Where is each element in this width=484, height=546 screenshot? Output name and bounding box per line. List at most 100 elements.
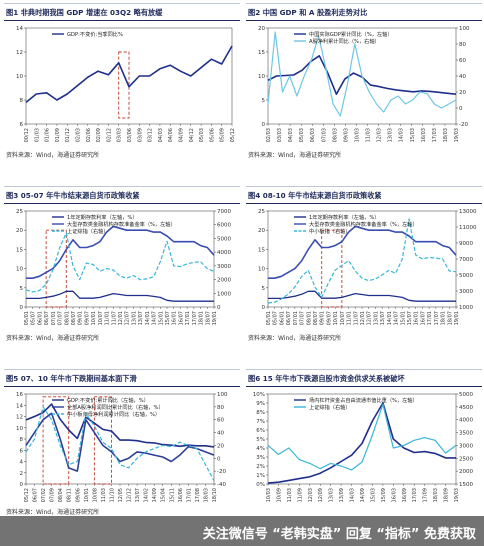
x-axis-tick-label: 08/04	[58, 488, 64, 502]
panel-1-title-rule	[4, 20, 240, 21]
left-axis-tick-label: 8	[20, 98, 24, 104]
x-axis-tick-label: 02/03	[76, 128, 82, 142]
x-axis-tick-label: 18/03	[203, 488, 209, 502]
x-axis-tick-label: 07/07	[58, 311, 64, 325]
watermark-text: 关注微信号 “老韩实盘” 回复 “指标” 免费获取	[202, 527, 476, 542]
x-axis-tick-label: 08/03	[332, 128, 338, 142]
x-axis-tick-label: 15/03	[370, 488, 376, 502]
right-axis-tick-label: 60	[459, 58, 466, 64]
left-axis-tick-label: 0	[20, 482, 24, 488]
x-axis-tick-label: 10/09	[276, 488, 282, 502]
x-axis-tick-label: 17/03	[432, 128, 438, 142]
right-axis-tick-label: 5000	[217, 236, 231, 242]
left-axis-tick-label: 8	[20, 437, 24, 443]
x-axis-tick-label: 16/09	[402, 488, 408, 502]
x-axis-tick-label: 08/07	[313, 311, 319, 325]
panel-6-title-rule	[246, 386, 482, 387]
legend: GDP:不变价:累计同比（左轴，%）全部A股净利润同比累计同比（右轴，%）中小板…	[52, 396, 164, 418]
panel-4-top-rule	[246, 186, 482, 187]
panel-4-title: 图4 08-10 年牛市结束源自货币政策收紧	[248, 191, 382, 200]
legend: 1年定期存款利率（左轴，%）大型存款类金融机构存款准备金率（%，左轴）上证综指（…	[52, 213, 176, 235]
x-axis-tick-label: 08/07	[71, 311, 77, 325]
x-axis-tick-label: 13/01	[373, 311, 379, 325]
left-axis-tick-label: 20	[258, 228, 265, 234]
x-axis-tick-label: 17/03	[412, 488, 418, 502]
right-axis-tick-label: 7000	[217, 209, 231, 215]
x-axis-tick-label: 07/01	[51, 311, 57, 325]
left-axis-tick-label: 10	[258, 74, 265, 80]
left-axis-tick-label: 5	[262, 98, 266, 104]
x-axis-tick-label: 01/12	[65, 128, 71, 142]
panel-3-source: 资料来源：Wind，海通证券研究所	[6, 335, 100, 342]
right-axis-tick-label: 1500	[459, 482, 473, 488]
x-axis-tick-label: 16/01	[172, 311, 178, 325]
x-axis-tick-label: 01/03	[34, 128, 40, 142]
x-axis-tick-label: 03/03	[277, 128, 283, 142]
x-axis-tick-label: 11/07	[111, 311, 117, 325]
x-axis-tick-label: 14/09	[152, 488, 158, 502]
x-axis-tick-label: 05/03	[299, 128, 305, 142]
series-line-1	[25, 45, 233, 104]
x-axis-tick-label: 10/03	[354, 128, 360, 142]
legend-label: GDP:不变价:当季同比%	[67, 30, 123, 38]
x-axis-tick-label: 06/07	[44, 311, 50, 325]
x-axis-tick-label: 16/06	[178, 488, 184, 502]
right-axis-tick-label: 0	[459, 106, 463, 112]
legend-label: 1年定期存款利率（左轴，%）	[309, 213, 379, 221]
panel-3-title: 图3 05-07 年牛市结束源自货币政策收紧	[6, 191, 140, 200]
x-axis-tick-label: 05/12	[230, 128, 236, 142]
x-axis-tick-label: 03/03	[117, 128, 123, 142]
left-axis-tick-label: 6	[20, 122, 24, 128]
right-axis-tick-label: 3000	[459, 289, 473, 295]
x-axis-tick-label: 11/03	[287, 488, 293, 502]
right-axis-tick-label: 11000	[459, 225, 477, 231]
x-axis-tick-label: 02/03	[266, 128, 272, 142]
right-axis-tick-label: 100	[217, 392, 228, 398]
x-axis-tick-label: 00/12	[24, 128, 30, 142]
x-axis-tick-label: 13/07	[380, 311, 386, 325]
x-axis-tick-label: 03/09	[137, 128, 143, 142]
panel-5-top-rule	[4, 369, 240, 370]
legend-label: 中国实际GDP累计同比（%，左轴）	[309, 30, 393, 38]
x-axis-tick-label: 06/01	[279, 311, 285, 325]
right-axis-tick-label: 3500	[459, 431, 473, 437]
left-axis-tick-label: 7%	[256, 419, 265, 425]
panel-1-top-rule	[4, 3, 240, 4]
series-line-2	[268, 225, 457, 279]
left-axis-tick-label: 25	[258, 209, 265, 215]
panel-3-top-rule	[4, 186, 240, 187]
right-axis-tick-label: 0	[217, 305, 221, 311]
right-axis-tick-label: 4000	[217, 250, 231, 256]
left-axis-tick-label: 15	[16, 247, 23, 253]
x-axis-tick-label: 10/01	[333, 311, 339, 325]
x-axis-tick-label: 10/01	[84, 488, 90, 502]
x-axis-tick-label: 17/07	[192, 311, 198, 325]
x-axis-tick-label: 06/01	[37, 311, 43, 325]
x-axis-tick-label: 16/07	[420, 311, 426, 325]
left-axis-tick-label: 14	[16, 403, 23, 409]
panel-3-title-rule	[4, 203, 240, 204]
x-axis-tick-label: 14/07	[394, 311, 400, 325]
x-axis-tick-label: 05/07	[273, 311, 279, 325]
x-axis-tick-label: 10/08	[92, 488, 98, 502]
x-axis-tick-label: 18/03	[443, 128, 449, 142]
panel-6-chart: 0% 1% 2% 3% 4% 5% 6% 7% 8% 9% 10% 1500 2000 2500 3000 3…	[253, 392, 474, 502]
left-axis-tick-label: 4%	[256, 446, 265, 452]
right-axis-tick-label: 4000	[459, 418, 473, 424]
x-axis-tick-label: 05/07	[31, 311, 37, 325]
x-axis-tick-label: 15/07	[165, 311, 171, 325]
panel-1-title: 图1 非典时期我国 GDP 增速在 03Q2 略有放缓	[6, 8, 163, 17]
legend-label: 大型存款类金融机构存款准备金率（%，左轴）	[309, 220, 418, 228]
left-axis-tick-label: 10	[16, 74, 23, 80]
x-axis-tick-label: 11/10	[109, 488, 115, 502]
x-axis-tick-label: 11/03	[101, 488, 107, 502]
panel-2-source: 资料来源：Wind，海通证券研究所	[248, 152, 342, 159]
left-axis-tick-label: 10%	[253, 392, 265, 398]
x-axis-tick-label: 10/03	[266, 488, 272, 502]
x-axis-tick-label: 16/07	[178, 311, 184, 325]
x-axis-tick-label: 07/01	[293, 311, 299, 325]
x-axis-tick-label: 02/09	[96, 128, 102, 142]
x-axis-tick-label: 15/01	[158, 311, 164, 325]
x-axis-tick-label: 09/07	[326, 311, 332, 325]
x-axis-tick-label: 05/06	[209, 128, 215, 142]
